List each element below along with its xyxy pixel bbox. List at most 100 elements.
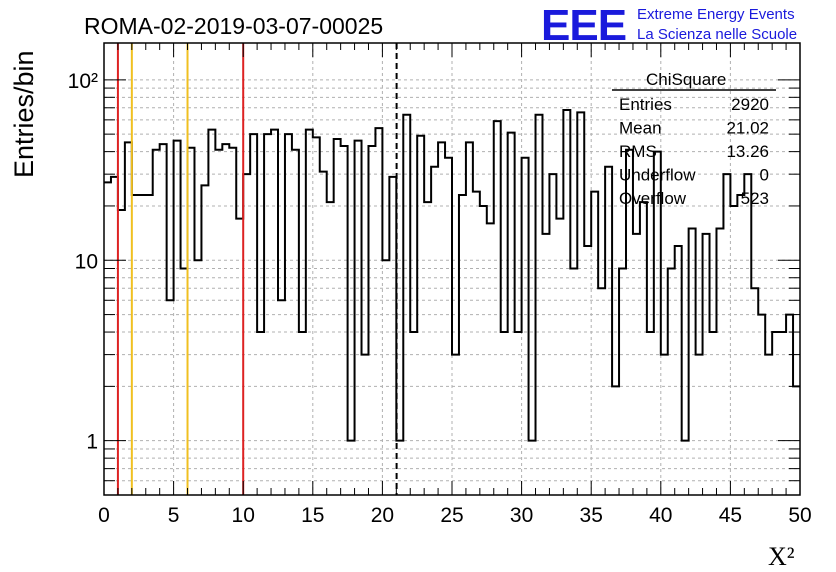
histogram-bin	[174, 141, 181, 495]
x-tick-label: 5	[168, 504, 180, 527]
x-tick-label: 45	[719, 504, 742, 527]
logo-line-1: Extreme Energy Events	[637, 6, 795, 23]
histogram-bin	[689, 228, 696, 495]
histogram-bin	[765, 355, 772, 495]
histogram-bin	[111, 177, 118, 495]
stats-value: 523	[741, 189, 769, 208]
x-tick-label: 10	[232, 504, 255, 527]
x-tick-label: 25	[440, 504, 463, 527]
stats-label: Entries	[619, 95, 672, 114]
histogram-bin	[758, 315, 765, 495]
histogram-bin	[438, 142, 445, 495]
histogram-bin	[334, 139, 341, 495]
histogram-bin	[661, 355, 668, 495]
stats-value: 13.26	[726, 142, 769, 161]
histogram-bin	[153, 150, 160, 495]
stats-box: ChiSquare Entries 2920 Mean 21.02 RMS 13.26 Un…	[612, 70, 776, 208]
stats-label: Mean	[619, 119, 662, 138]
histogram-bin	[508, 133, 515, 495]
histogram-bin	[278, 300, 285, 495]
histogram-bin	[194, 260, 201, 495]
histogram-bin	[327, 202, 334, 495]
histogram-bin	[723, 174, 730, 495]
histogram-bin	[452, 355, 459, 495]
histogram-bin	[355, 141, 362, 495]
histogram-bin	[542, 234, 549, 495]
histogram-bin	[584, 246, 591, 495]
y-tick-label: 1	[86, 431, 98, 454]
stats-title: ChiSquare	[646, 70, 726, 89]
x-tick-label: 15	[301, 504, 324, 527]
x-tick-label: 35	[580, 504, 603, 527]
histogram-bin	[501, 332, 508, 495]
histogram-bin	[229, 148, 236, 495]
histogram-bin	[570, 269, 577, 495]
histogram-bin	[647, 332, 654, 495]
histogram-bin	[313, 137, 320, 495]
histogram-bin	[549, 174, 556, 495]
histogram-bin	[306, 130, 313, 495]
x-tick-label: 40	[649, 504, 672, 527]
histogram-bin	[605, 167, 612, 495]
y-tick-label: 10	[75, 250, 98, 273]
histogram-bin	[536, 115, 543, 495]
histogram-bin	[744, 174, 751, 495]
stats-value: 2920	[731, 95, 769, 114]
histogram-bin	[480, 206, 487, 495]
histogram-bin	[716, 228, 723, 495]
histogram-bin	[431, 167, 438, 495]
histogram-bin	[167, 300, 174, 495]
stats-label: Overflow	[619, 189, 687, 208]
histogram-bin	[710, 332, 717, 495]
histogram-bin	[348, 441, 355, 495]
histogram-bin	[403, 115, 410, 495]
histogram-bin	[487, 223, 494, 495]
histogram-bin	[786, 315, 793, 495]
histogram-bin	[271, 130, 278, 495]
histogram-bin	[577, 112, 584, 495]
histogram-bin	[591, 192, 598, 495]
histogram-bin	[139, 195, 146, 495]
histogram-bin	[236, 219, 243, 495]
histogram-bin	[222, 144, 229, 495]
x-tick-label: 30	[510, 504, 533, 527]
histogram-bin	[459, 195, 466, 495]
histogram-bin	[201, 185, 208, 495]
histogram-bin	[751, 288, 758, 495]
x-tick-label: 0	[98, 504, 110, 527]
logo-line-2: La Scienza nelle Scuole	[637, 26, 797, 43]
stats-value: 21.02	[726, 119, 769, 138]
stats-label: RMS	[619, 142, 657, 161]
histogram-bin	[250, 134, 257, 495]
histogram-bin	[292, 150, 299, 495]
histogram-bin	[320, 172, 327, 495]
histogram-bin	[668, 269, 675, 495]
histogram-bin	[104, 182, 111, 495]
run-title: ROMA-02-2019-03-07-00025	[84, 13, 383, 39]
histogram-bin	[556, 219, 563, 495]
histogram-bin	[382, 260, 389, 495]
histogram-bin	[772, 332, 779, 495]
x-tick-label: 50	[788, 504, 811, 527]
histogram-bin	[208, 130, 215, 495]
histogram-bin	[125, 142, 132, 495]
eee-logo: EEE	[541, 1, 626, 50]
histogram-bin	[368, 146, 375, 495]
histogram-bin	[299, 332, 306, 495]
histogram-bin	[445, 158, 452, 495]
histogram-bin	[703, 234, 710, 495]
histogram-bin	[417, 136, 424, 495]
histogram-bin	[640, 202, 647, 495]
histogram-bin	[473, 192, 480, 495]
y-axis-label: Entries/bin	[9, 50, 39, 178]
stats-label: Underflow	[619, 166, 696, 185]
histogram-bin	[466, 142, 473, 495]
y-tick-label: 10²	[68, 70, 98, 93]
histogram-bin	[181, 269, 188, 495]
histogram-bin	[598, 288, 605, 495]
histogram-bin	[515, 332, 522, 495]
histogram-bin	[529, 441, 536, 495]
histogram-bin	[737, 195, 744, 495]
x-tick-label: 20	[371, 504, 394, 527]
